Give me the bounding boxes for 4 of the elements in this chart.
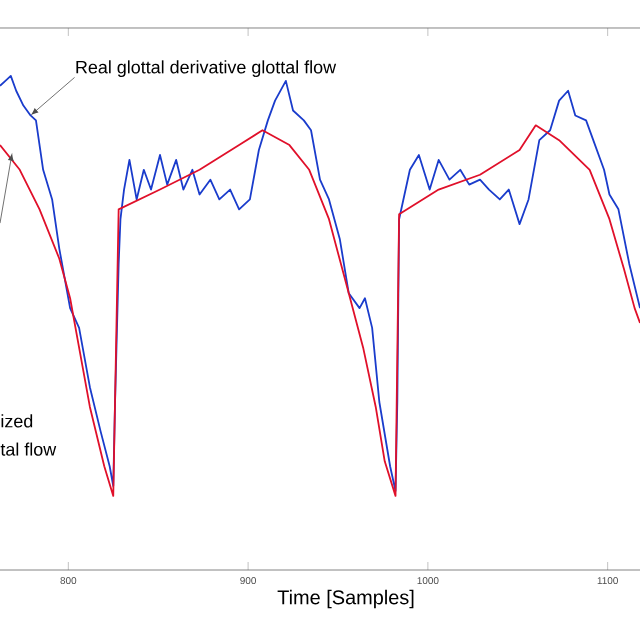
annotation: tal flow (0, 442, 57, 456)
x-axis-title: Time [Samples] (277, 589, 414, 609)
annotation: Real glottal derivative glottal flow (76, 60, 337, 78)
annotation: ized (1, 414, 33, 428)
